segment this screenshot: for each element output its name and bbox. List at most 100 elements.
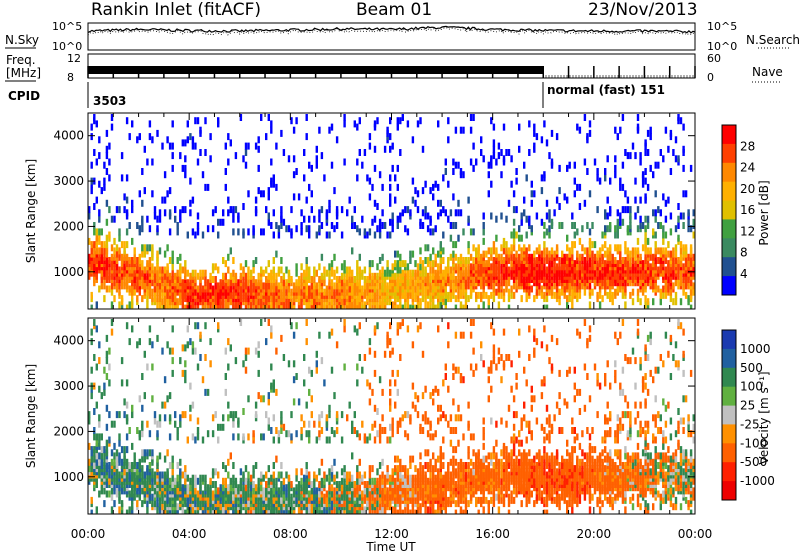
power-cell — [161, 266, 164, 274]
power-cell — [118, 301, 121, 309]
power-cell — [654, 215, 657, 223]
power-cell — [249, 304, 253, 309]
velocity-cell — [272, 379, 275, 387]
velocity-cell — [133, 474, 136, 482]
power-cell — [454, 222, 458, 229]
power-cell — [578, 237, 582, 245]
power-cell — [310, 190, 313, 198]
velocity-cell — [262, 487, 265, 495]
power-cell — [184, 206, 187, 214]
power-cell — [328, 206, 331, 214]
freq-unit-label: [MHz] — [6, 66, 41, 80]
velocity-cell — [156, 490, 159, 498]
power-cell — [687, 209, 690, 217]
velocity-cell — [267, 392, 270, 400]
power-cell — [667, 241, 670, 249]
freq-tick-bottom: 8 — [67, 71, 74, 84]
velocity-cell — [262, 395, 265, 403]
power-cell — [626, 206, 630, 214]
power-cell — [609, 260, 612, 268]
power-cell — [558, 298, 561, 306]
velocity-cell — [351, 427, 354, 434]
power-cell — [636, 114, 640, 121]
velocity-cell — [158, 414, 162, 422]
cpid-left-text: 3503 — [93, 94, 126, 108]
velocity-cell — [229, 490, 232, 498]
power-cell — [497, 301, 501, 309]
nsearch-tick-bottom: 10^0 — [707, 40, 737, 53]
velocity-cell — [156, 334, 159, 342]
velocity-cell — [95, 433, 98, 441]
power-cell — [439, 285, 442, 293]
power-cell — [475, 247, 478, 255]
velocity-cell — [249, 474, 253, 482]
power-cell — [624, 257, 627, 264]
velocity-cell — [333, 392, 336, 400]
power-cell — [394, 250, 397, 258]
power-cell — [568, 295, 571, 303]
power-cell — [624, 149, 627, 156]
velocity-cell — [156, 506, 159, 514]
power-cell — [115, 206, 119, 214]
power-cell — [98, 180, 101, 188]
power-cell — [270, 301, 273, 309]
power-cell — [163, 209, 167, 217]
velocity-cell — [270, 474, 273, 482]
power-cell — [518, 244, 521, 252]
power-cell — [444, 158, 447, 166]
power-cell — [95, 228, 98, 236]
power-cell — [141, 168, 144, 175]
power-cell — [232, 206, 235, 214]
power-cell — [95, 158, 98, 166]
power-cell — [113, 253, 116, 261]
power-cell — [204, 183, 207, 191]
power-cell — [672, 298, 675, 306]
power-cell — [254, 279, 258, 287]
power-cell — [262, 190, 265, 198]
power-cell — [308, 161, 311, 169]
power-cell — [452, 222, 455, 229]
power-cell — [629, 291, 632, 299]
power-cell — [201, 285, 205, 293]
velocity-cell — [118, 452, 121, 460]
power-cell — [363, 276, 367, 283]
power-cell — [480, 253, 483, 261]
power-cell — [373, 164, 377, 172]
power-cell — [631, 263, 635, 271]
velocity-cell — [280, 462, 283, 469]
power-cell — [646, 260, 650, 268]
power-cell — [168, 257, 172, 264]
power-cell — [227, 158, 230, 166]
power-cell — [100, 241, 103, 249]
velocity-cell — [93, 408, 96, 415]
power-cell — [267, 114, 270, 121]
power-cell — [181, 139, 184, 147]
power-cell — [191, 142, 195, 150]
velocity-cell — [227, 484, 230, 492]
power-colorbar-label: Power [dB] — [757, 180, 771, 245]
power-cell — [211, 276, 215, 283]
nsky-tick-bottom: 10^0 — [52, 40, 82, 53]
power-cell — [325, 304, 329, 309]
velocity-cell — [184, 509, 187, 514]
velocity-cell — [108, 477, 111, 485]
power-cell — [624, 190, 627, 198]
power-cell — [267, 272, 270, 280]
power-cell — [512, 237, 516, 245]
power-cell — [371, 183, 374, 191]
power-cell — [424, 244, 427, 252]
velocity-cell — [361, 474, 364, 482]
power-cell — [194, 269, 197, 277]
velocity-cell — [234, 477, 238, 485]
velocity-cell — [361, 509, 364, 514]
power-cell — [528, 215, 531, 223]
power-cell — [449, 209, 453, 217]
power-cell — [229, 247, 232, 255]
power-cell — [545, 253, 549, 261]
power-cell — [358, 149, 361, 156]
power-cell — [272, 291, 275, 299]
power-cell — [318, 263, 321, 271]
power-cell — [662, 291, 665, 299]
power-cell — [123, 263, 126, 271]
power-cell — [414, 260, 417, 268]
